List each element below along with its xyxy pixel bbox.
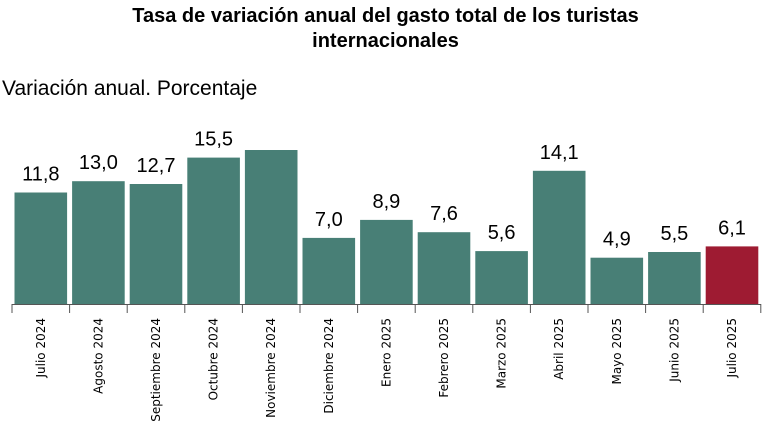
tick-label-4: Octubre 2024 (207, 318, 221, 400)
bar-2 (72, 181, 125, 304)
chart-title-line-1: Tasa de variación anual del gasto total … (132, 5, 639, 27)
tick-label-10: Abril 2025 (552, 318, 566, 380)
bar-3 (129, 184, 183, 304)
bar-6 (302, 237, 356, 304)
bar-12 (648, 252, 701, 304)
chart-title: Tasa de variación anual del gasto total … (0, 4, 771, 54)
tick-label-7: Enero 2025 (379, 318, 393, 387)
chart-subtitle: Variación anual. Porcentaje (2, 77, 258, 100)
bar-5 (244, 150, 298, 304)
tick-label-13: Julio 2025 (725, 318, 739, 379)
tick-label-12: Junio 2025 (667, 318, 681, 383)
value-label-12: 5,5 (660, 223, 688, 245)
bar-13 (705, 246, 759, 304)
bar-7 (360, 219, 413, 304)
bar-9 (475, 251, 528, 304)
value-label-7: 8,9 (372, 191, 400, 213)
value-label-2: 13,0 (79, 152, 118, 174)
value-label-10: 14,1 (540, 142, 579, 164)
value-label-4: 15,5 (194, 129, 233, 151)
tick-label-2: Agosto 2024 (91, 318, 105, 394)
bar-1 (14, 192, 68, 304)
tick-label-9: Marzo 2025 (495, 318, 509, 389)
tick-label-5: Noviembre 2024 (264, 318, 278, 418)
tick-label-6: Diciembre 2024 (322, 318, 336, 414)
bar-8 (417, 232, 471, 304)
value-label-1: 11,8 (22, 164, 59, 186)
value-label-9: 5,6 (488, 222, 516, 244)
tick-label-8: Febrero 2025 (437, 318, 451, 398)
bar-4 (187, 157, 240, 304)
value-label-8: 7,6 (430, 203, 458, 225)
value-label-3: 12,7 (137, 155, 176, 177)
tick-label-1: Julio 2024 (34, 318, 48, 379)
value-label-11: 4,9 (603, 229, 631, 251)
tick-label-11: Mayo 2025 (610, 318, 624, 385)
chart-title-line-2: internacionales (312, 30, 459, 52)
bar-10 (532, 170, 586, 304)
bar-11 (590, 257, 644, 304)
value-label-6: 7,0 (315, 209, 343, 231)
tick-label-3: Septiembre 2024 (149, 318, 163, 422)
value-label-13: 6,1 (718, 217, 746, 239)
